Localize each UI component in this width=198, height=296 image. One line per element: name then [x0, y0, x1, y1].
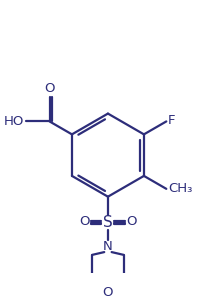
- Text: N: N: [103, 240, 113, 253]
- Text: CH₃: CH₃: [168, 182, 192, 195]
- Text: O: O: [126, 215, 137, 228]
- Text: O: O: [44, 82, 55, 95]
- Text: HO: HO: [3, 115, 24, 128]
- Text: S: S: [103, 215, 113, 230]
- Text: O: O: [103, 286, 113, 296]
- Text: F: F: [168, 114, 176, 127]
- Text: O: O: [79, 215, 89, 228]
